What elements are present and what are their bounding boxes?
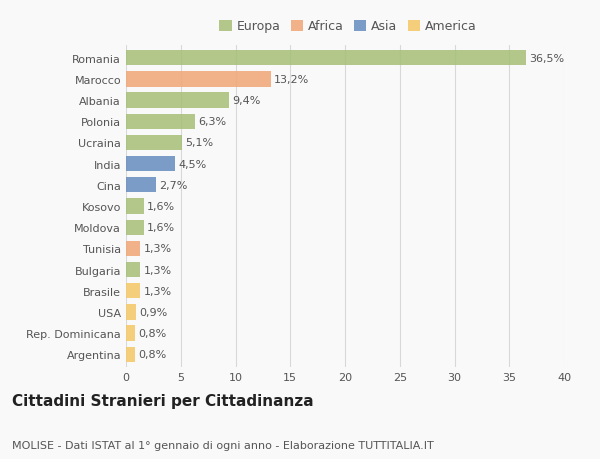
Text: 1,3%: 1,3% (143, 265, 172, 275)
Text: MOLISE - Dati ISTAT al 1° gennaio di ogni anno - Elaborazione TUTTITALIA.IT: MOLISE - Dati ISTAT al 1° gennaio di ogn… (12, 440, 434, 450)
Bar (126, 347, 135, 362)
Bar (126, 178, 155, 193)
Legend: Europa, Africa, Asia, America: Europa, Africa, Asia, America (214, 16, 482, 39)
Text: 1,6%: 1,6% (147, 202, 175, 212)
Text: 5,1%: 5,1% (185, 138, 213, 148)
Bar (126, 114, 195, 129)
Bar (126, 241, 140, 257)
Text: 0,8%: 0,8% (138, 328, 166, 338)
Bar (126, 263, 140, 278)
Text: 0,9%: 0,9% (139, 307, 167, 317)
Text: 9,4%: 9,4% (232, 96, 260, 106)
Bar (126, 305, 136, 320)
Bar (126, 72, 271, 87)
Text: 4,5%: 4,5% (179, 159, 207, 169)
Bar (126, 157, 175, 172)
Text: 0,8%: 0,8% (138, 349, 166, 359)
Bar (126, 220, 143, 235)
Text: 1,6%: 1,6% (147, 223, 175, 233)
Text: 1,3%: 1,3% (143, 244, 172, 254)
Bar (126, 326, 135, 341)
Text: 2,7%: 2,7% (159, 180, 187, 190)
Bar (126, 284, 140, 299)
Bar (126, 199, 143, 214)
Bar (126, 93, 229, 108)
Text: 13,2%: 13,2% (274, 75, 309, 85)
Text: Cittadini Stranieri per Cittadinanza: Cittadini Stranieri per Cittadinanza (12, 393, 314, 409)
Text: 6,3%: 6,3% (198, 117, 226, 127)
Bar (126, 51, 526, 66)
Bar (126, 135, 182, 151)
Text: 36,5%: 36,5% (529, 54, 564, 64)
Text: 1,3%: 1,3% (143, 286, 172, 296)
